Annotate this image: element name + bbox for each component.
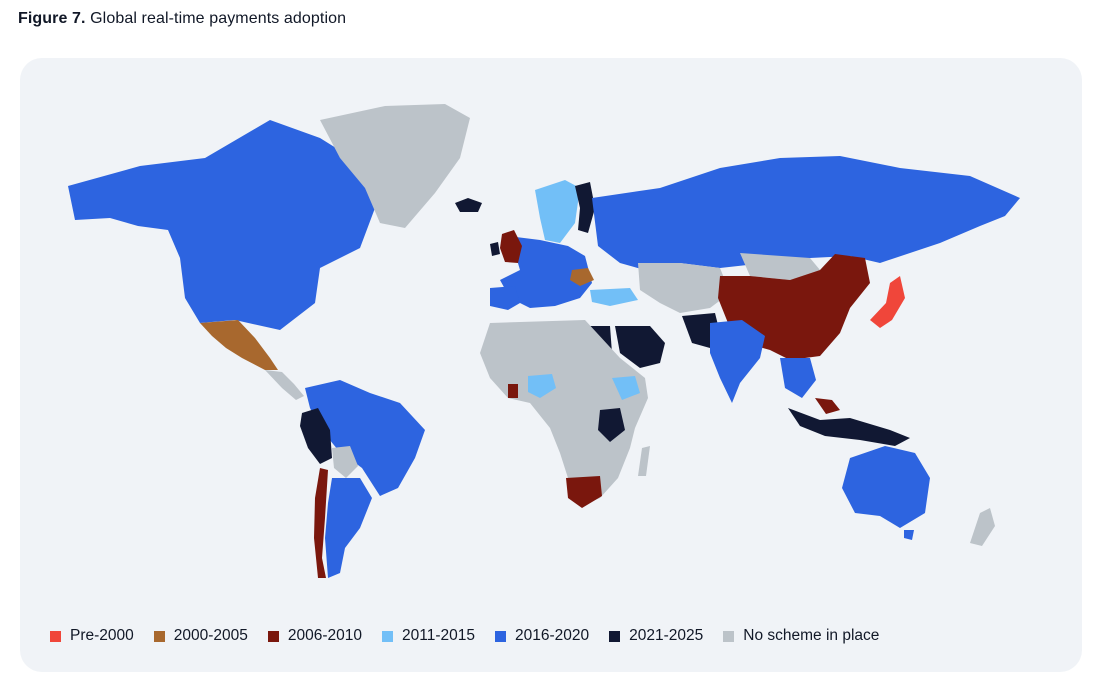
legend: Pre-2000 2000-2005 2006-2010 2011-2015 2… [50, 627, 899, 645]
region-madagascar[interactable] [638, 446, 650, 476]
map-panel: Pre-2000 2000-2005 2006-2010 2011-2015 2… [20, 58, 1082, 672]
region-ethiopia[interactable] [612, 376, 640, 400]
legend-swatch-2006-2010 [267, 630, 279, 642]
region-nordics[interactable] [535, 180, 580, 243]
legend-item-2006-2010: 2006-2010 [267, 627, 363, 645]
legend-label-no-scheme: No scheme in place [743, 627, 880, 644]
region-greenland[interactable] [320, 104, 470, 228]
region-uk[interactable] [500, 230, 522, 263]
region-brazil-north[interactable] [305, 380, 425, 496]
legend-swatch-2000-2005 [153, 630, 165, 642]
region-ireland[interactable] [490, 242, 500, 256]
region-turkey[interactable] [590, 288, 638, 306]
legend-label-pre2000: Pre-2000 [70, 627, 134, 644]
region-argentina[interactable] [325, 478, 372, 578]
legend-label-2000-2005: 2000-2005 [173, 627, 248, 644]
region-iceland[interactable] [455, 198, 482, 212]
figure-title-text: Global real-time payments adoption [90, 10, 347, 27]
legend-item-2011-2015: 2011-2015 [382, 627, 475, 645]
region-europe[interactable] [500, 236, 592, 308]
legend-label-2021-2025: 2021-2025 [629, 627, 704, 644]
region-se-asia[interactable] [780, 358, 816, 398]
region-bolivia[interactable] [332, 446, 358, 478]
region-indonesia[interactable] [788, 408, 910, 446]
figure-title: Figure 7. Global real-time payments adop… [18, 10, 346, 28]
region-australia[interactable] [842, 446, 930, 528]
legend-item-2016-2020: 2016-2020 [495, 627, 589, 645]
legend-swatch-2011-2015 [382, 630, 394, 642]
region-india[interactable] [710, 320, 765, 403]
world-map [68, 104, 1020, 578]
region-nigeria[interactable] [528, 374, 556, 398]
legend-label-2006-2010: 2006-2010 [287, 627, 363, 644]
region-japan[interactable] [870, 276, 905, 328]
region-tasmania[interactable] [904, 530, 914, 540]
region-africa[interactable] [480, 320, 648, 506]
legend-swatch-no-scheme [723, 630, 735, 642]
legend-item-2021-2025: 2021-2025 [609, 627, 703, 645]
figure-label: Figure 7. [18, 10, 86, 27]
region-peru[interactable] [300, 408, 332, 464]
legend-swatch-2016-2020 [495, 630, 506, 642]
legend-swatch-pre2000 [50, 630, 61, 642]
legend-swatch-2021-2025 [609, 630, 621, 642]
region-central-america[interactable] [265, 370, 304, 400]
region-mexico[interactable] [200, 320, 278, 370]
region-central-asia[interactable] [638, 263, 730, 313]
region-romania[interactable] [570, 268, 594, 286]
legend-item-2000-2005: 2000-2005 [153, 627, 248, 645]
region-new-zealand[interactable] [970, 508, 995, 546]
legend-item-pre2000: Pre-2000 [50, 627, 134, 645]
region-mongolia[interactable] [740, 253, 820, 280]
region-malaysia[interactable] [815, 398, 840, 414]
legend-label-2016-2020: 2016-2020 [515, 627, 590, 644]
region-finland[interactable] [575, 182, 595, 233]
region-arabia[interactable] [615, 326, 665, 368]
region-south-africa[interactable] [566, 476, 602, 508]
region-ghana[interactable] [508, 384, 518, 398]
legend-label-2011-2015: 2011-2015 [402, 627, 475, 644]
region-chile[interactable] [314, 468, 328, 578]
region-iberia[interactable] [490, 286, 520, 310]
legend-item-no-scheme: No scheme in place [723, 627, 879, 645]
region-russia[interactable] [592, 156, 1020, 270]
region-east-africa[interactable] [598, 408, 625, 442]
region-north-america[interactable] [68, 120, 375, 330]
